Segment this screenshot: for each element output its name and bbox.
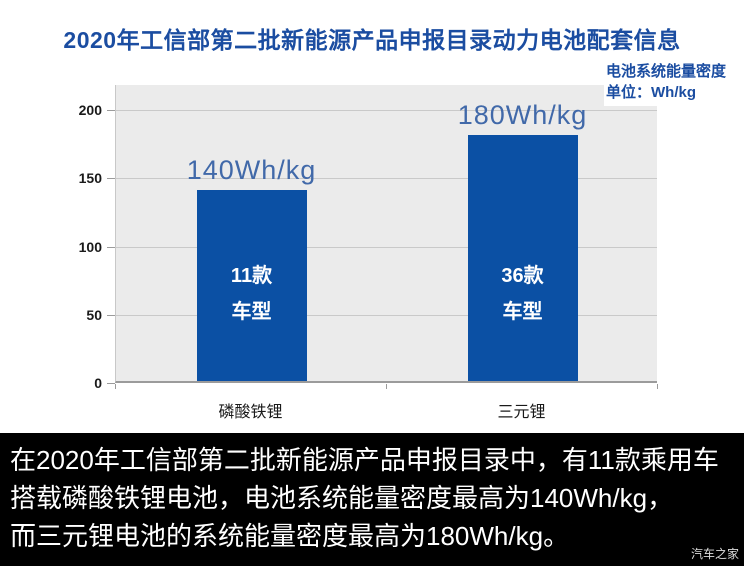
- unit-note-density-label: 电池系统能量密度: [606, 63, 727, 80]
- x-boundary-tick-end: [657, 384, 658, 389]
- x-boundary-tick-0: [115, 384, 116, 389]
- gridline-150: [116, 178, 657, 180]
- gridline-200: [116, 110, 657, 111]
- y-tick-label-0: 0: [94, 375, 102, 391]
- y-axis-tick-0: [107, 383, 115, 384]
- unit-note: 电池系统能量密度 单位：Wh/kg: [604, 61, 729, 106]
- y-axis-tick-100: [107, 246, 115, 248]
- page-title: 2020年工信部第二批新能源产品申报目录动力电池配套信息: [63, 27, 681, 53]
- bar-磷酸铁锂: 11款车型: [196, 190, 307, 381]
- bar-annotation-line-2: 车型: [502, 301, 543, 323]
- bar-annotation-line-2: 车型: [231, 301, 272, 323]
- caption-line-3: 而三元锂电池的系统能量密度最高为180Wh/kg。: [10, 521, 570, 551]
- x-category-label-三元锂: 三元锂: [497, 404, 546, 421]
- y-tick-label-200: 200: [78, 102, 102, 118]
- value-label-三元锂: 180Wh/kg: [457, 100, 588, 130]
- plot-area: 11款车型 140Wh/kg 36款车型 180Wh/kg: [115, 85, 657, 383]
- gridline-50: [116, 314, 657, 316]
- caption-banner: 在2020年工信部第二批新能源产品申报目录中，有11款乘用车 搭载磷酸铁锂电池，…: [0, 433, 744, 566]
- watermark: 汽车之家: [690, 547, 739, 561]
- y-tick-label-100: 100: [78, 238, 102, 255]
- bar-annotation-line-1: 36款: [501, 265, 544, 287]
- value-label-磷酸铁锂: 140Wh/kg: [186, 155, 317, 185]
- caption-line-2: 搭载磷酸铁锂电池，电池系统能量密度最高为140Wh/kg，: [10, 483, 674, 513]
- x-boundary-tick-1: [386, 384, 387, 389]
- y-tick-label-50: 50: [86, 306, 102, 323]
- x-category-label-磷酸铁锂: 磷酸铁锂: [218, 404, 283, 421]
- bar-三元锂: 36款车型: [467, 135, 578, 381]
- y-axis-tick-50: [107, 314, 115, 316]
- y-axis-tick-200: [107, 110, 115, 111]
- bar-annotation-line-1: 11款: [230, 265, 273, 287]
- caption-line-1: 在2020年工信部第二批新能源产品申报目录中，有11款乘用车: [10, 445, 719, 475]
- y-axis-tick-150: [107, 178, 115, 180]
- bar-annotation-三元锂: 36款车型: [468, 258, 578, 330]
- unit-note-unit-label: 单位：Wh/kg: [606, 84, 696, 101]
- y-tick-label-150: 150: [78, 170, 102, 187]
- bar-annotation-磷酸铁锂: 11款车型: [197, 258, 307, 330]
- gridline-100: [116, 246, 657, 248]
